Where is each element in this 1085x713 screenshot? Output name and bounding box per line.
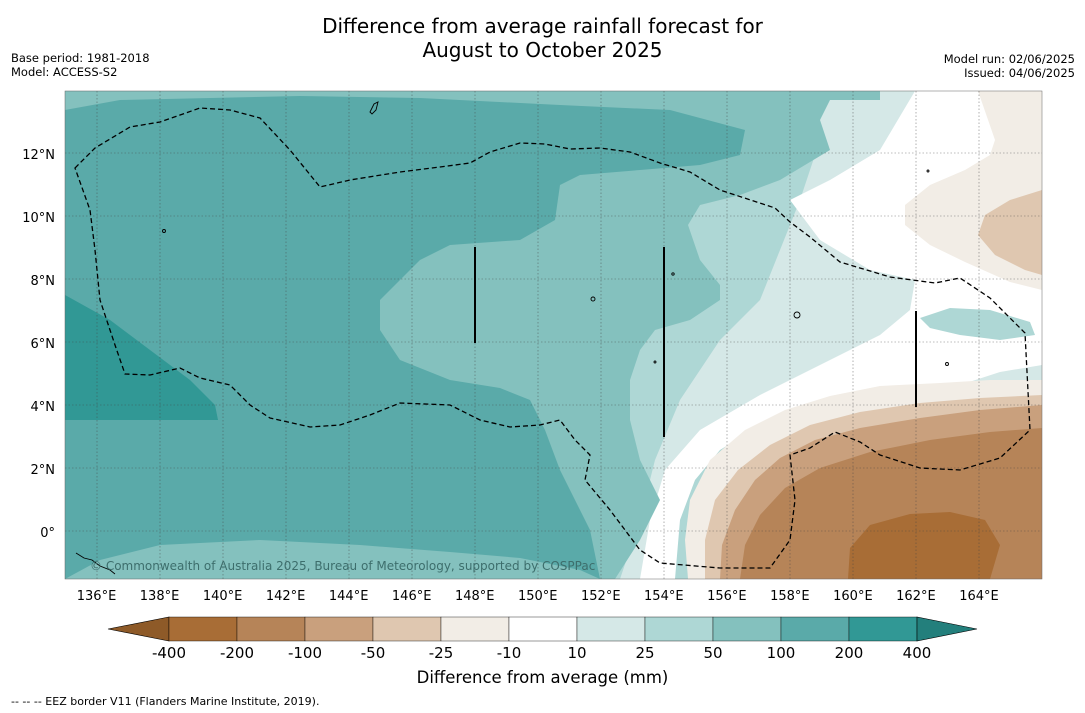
lon-label: 154°E — [644, 589, 684, 604]
colorbar-segment — [644, 616, 714, 642]
lon-label: 160°E — [833, 589, 873, 604]
eez-border — [74, 107, 1031, 569]
colorbar-segment — [372, 616, 442, 642]
title-line-1: Difference from average rainfall forecas… — [322, 14, 763, 38]
copyright-notice: © Commonwealth of Australia 2025, Bureau… — [90, 559, 595, 573]
model-name: Model: ACCESS-S2 — [11, 65, 118, 79]
lat-label: 4°N — [31, 400, 56, 415]
colorbar-segment — [168, 616, 238, 642]
lat-label: 12°N — [22, 148, 55, 163]
islands — [75, 101, 949, 575]
colorbar-tick-label: 200 — [835, 644, 864, 662]
meta-right: Model run: 02/06/2025 Issued: 04/06/2025 — [944, 52, 1075, 80]
colorbar-tick-label: 25 — [635, 644, 654, 662]
colorbar-tick-label: -10 — [497, 644, 522, 662]
lon-label: 146°E — [392, 589, 432, 604]
latitude-labels: 12°N 10°N 8°N 6°N 4°N 2°N 0° — [22, 148, 55, 541]
title-line-2: August to October 2025 — [422, 38, 663, 62]
colorbar-segment — [236, 616, 306, 642]
colorbar-tick-label: 100 — [767, 644, 796, 662]
lat-label: 6°N — [31, 337, 56, 352]
contour-50-100-bottom — [65, 540, 600, 579]
lon-label: 164°E — [959, 589, 999, 604]
lon-label: 140°E — [203, 589, 243, 604]
contour-minus25-upper — [978, 190, 1042, 275]
colorbar-segment — [780, 616, 850, 642]
lon-label: 144°E — [329, 589, 369, 604]
graticule — [65, 91, 1042, 579]
colorbar-tick-label: -50 — [361, 644, 386, 662]
lon-label: 142°E — [266, 589, 306, 604]
colorbar-tick-label: 400 — [903, 644, 932, 662]
base-period: Base period: 1981-2018 — [11, 51, 150, 65]
colorbar-tick-label: -100 — [288, 644, 322, 662]
contour-100-200 — [65, 96, 745, 579]
lat-label: 8°N — [31, 274, 56, 289]
colorbar: -400 -200 -100 -50 -25 -10 10 25 50 100 200 400 — [107, 616, 978, 662]
colorbar-over-arrow — [916, 616, 978, 642]
lon-label: 152°E — [581, 589, 621, 604]
lon-label: 150°E — [518, 589, 558, 604]
rainfall-anomaly-map: © Commonwealth of Australia 2025, Bureau… — [65, 91, 1042, 579]
colorbar-segment — [440, 616, 510, 642]
lon-label: 156°E — [707, 589, 747, 604]
lon-label: 138°E — [140, 589, 180, 604]
colorbar-segment — [712, 616, 782, 642]
lat-label: 0° — [40, 526, 55, 541]
meta-left: Base period: 1981-2018 Model: ACCESS-S2 — [11, 51, 150, 79]
colorbar-segment — [576, 616, 646, 642]
colorbar-tick-label: -25 — [429, 644, 454, 662]
colorbar-tick-label: 10 — [567, 644, 586, 662]
footer-note: -- -- -- EEZ border V11 (Flanders Marine… — [11, 695, 320, 708]
colorbar-segment — [508, 616, 578, 642]
contour-blob-east — [920, 308, 1035, 340]
lon-label: 158°E — [770, 589, 810, 604]
lat-label: 10°N — [22, 211, 55, 226]
lon-label: 162°E — [896, 589, 936, 604]
colorbar-segment — [304, 616, 374, 642]
lon-label: 136°E — [77, 589, 117, 604]
contour-minus200 — [848, 512, 1000, 579]
colorbar-under-arrow — [107, 616, 170, 642]
issued-date: Issued: 04/06/2025 — [964, 66, 1075, 80]
lat-label: 2°N — [31, 463, 56, 478]
map-title: Difference from average rainfall forecas… — [0, 14, 1085, 62]
lon-label: 148°E — [455, 589, 495, 604]
longitude-labels: 136°E 138°E 140°E 142°E 144°E 146°E 148°E 150°E… — [77, 589, 999, 604]
colorbar-tick-label: -200 — [220, 644, 254, 662]
colorbar-label: Difference from average (mm) — [416, 668, 669, 687]
colorbar-tick-label: -400 — [152, 644, 186, 662]
colorbar-segment — [848, 616, 918, 642]
model-run: Model run: 02/06/2025 — [943, 52, 1075, 66]
map-frame — [64, 90, 1043, 580]
contour-200-400 — [65, 295, 218, 420]
colorbar-tick-label: 50 — [703, 644, 722, 662]
